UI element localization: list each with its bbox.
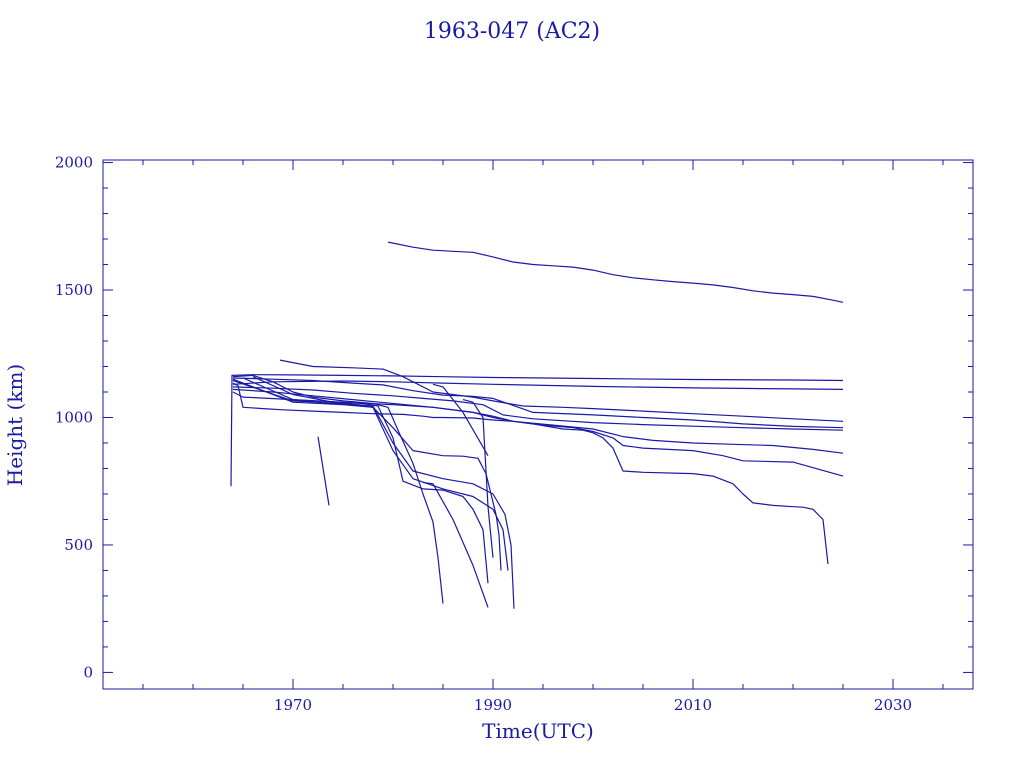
axis-ticks: 1970 1990 2010 2030 0 500 1000 1500 2000 xyxy=(55,154,973,714)
series-line-8 xyxy=(232,391,844,477)
series-line-7 xyxy=(232,388,844,454)
x-axis-label: Time(UTC) xyxy=(482,719,594,743)
x-tick-label: 2030 xyxy=(874,696,912,714)
series-line-18 xyxy=(317,436,330,506)
data-series xyxy=(230,241,844,609)
y-tick-label: 0 xyxy=(83,663,93,681)
series-line-14 xyxy=(232,379,515,609)
series-line-11 xyxy=(252,376,489,584)
y-tick-label: 500 xyxy=(64,536,93,554)
series-line-9 xyxy=(232,382,829,565)
series-line-15 xyxy=(432,383,489,457)
series-line-4 xyxy=(279,359,844,422)
series-line-5 xyxy=(232,377,844,429)
series-line-16 xyxy=(462,399,494,558)
chart-title: 1963-047 (AC2) xyxy=(424,19,600,44)
y-tick-label: 1000 xyxy=(55,408,93,426)
x-tick-label: 1990 xyxy=(474,696,512,714)
series-line-1 xyxy=(387,241,844,303)
y-axis-label: Height (km) xyxy=(3,364,27,486)
plot-frame xyxy=(102,159,974,690)
x-tick-label: 2010 xyxy=(674,696,712,714)
series-line-10 xyxy=(232,374,444,604)
y-tick-label: 1500 xyxy=(55,281,93,299)
series-line-17 xyxy=(422,481,489,608)
y-tick-label: 2000 xyxy=(55,154,93,172)
x-tick-label: 1970 xyxy=(274,696,312,714)
series-line-3 xyxy=(232,380,844,390)
series-line-13 xyxy=(232,378,509,571)
series-line-6 xyxy=(232,386,844,431)
series-line-2 xyxy=(230,374,844,487)
